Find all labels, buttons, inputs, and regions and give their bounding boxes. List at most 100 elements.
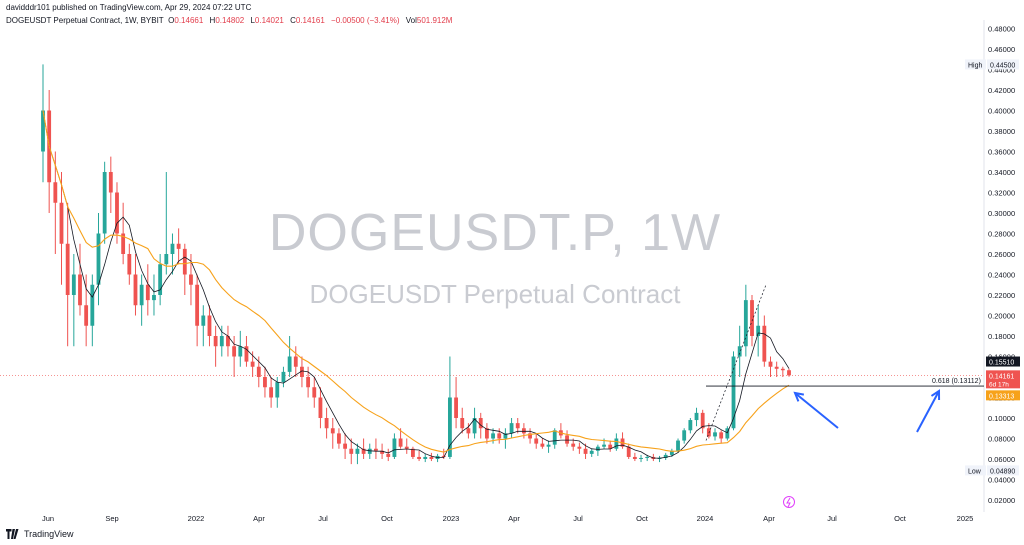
candle-body[interactable] <box>189 274 193 285</box>
candle-body[interactable] <box>669 450 674 455</box>
candle-body[interactable] <box>768 361 773 367</box>
candle-body[interactable] <box>404 446 409 449</box>
candle-body[interactable] <box>632 456 637 459</box>
candle-body[interactable] <box>226 336 230 347</box>
candle-body[interactable] <box>102 172 107 234</box>
candle-body[interactable] <box>787 370 791 376</box>
candle-body[interactable] <box>256 366 261 377</box>
candle-body[interactable] <box>411 448 415 457</box>
candle-body[interactable] <box>639 457 643 459</box>
candle-body[interactable] <box>170 243 175 254</box>
candle-body[interactable] <box>139 284 144 306</box>
candle-body[interactable] <box>269 387 274 398</box>
candle-body[interactable] <box>626 446 631 457</box>
candle-body[interactable] <box>108 172 113 193</box>
candle-body[interactable] <box>780 368 785 371</box>
candle-body[interactable] <box>65 243 70 295</box>
candle-body[interactable] <box>71 274 76 296</box>
candle-body[interactable] <box>645 456 650 458</box>
candle-body[interactable] <box>318 397 323 419</box>
candle-body[interactable] <box>583 448 588 454</box>
candle-body[interactable] <box>59 202 64 244</box>
candle-body[interactable] <box>540 443 545 447</box>
candle-body[interactable] <box>682 430 687 441</box>
candle-body[interactable] <box>152 295 156 301</box>
candle-body[interactable] <box>127 254 132 275</box>
candle-body[interactable] <box>213 336 218 347</box>
candle-body[interactable] <box>349 448 354 454</box>
candle-body[interactable] <box>392 438 397 457</box>
candle-body[interactable] <box>306 377 311 388</box>
candle-body[interactable] <box>41 110 45 152</box>
candle-body[interactable] <box>441 455 446 457</box>
candle-body[interactable] <box>115 192 119 234</box>
candle-body[interactable] <box>565 435 569 444</box>
candle-body[interactable] <box>595 446 600 451</box>
candle-body[interactable] <box>429 456 434 459</box>
candle-body[interactable] <box>608 444 613 449</box>
candle-body[interactable] <box>287 356 292 372</box>
candle-body[interactable] <box>478 418 483 429</box>
candle-body[interactable] <box>460 418 465 429</box>
candle-body[interactable] <box>503 433 508 439</box>
candle-body[interactable] <box>53 182 58 203</box>
candle-body[interactable] <box>398 438 403 447</box>
candle-body[interactable] <box>602 444 606 447</box>
candle-body[interactable] <box>454 397 458 419</box>
candle-body[interactable] <box>725 428 730 439</box>
candle-body[interactable] <box>195 284 200 326</box>
candle-body[interactable] <box>762 325 767 362</box>
candle-body[interactable] <box>145 284 150 301</box>
candle-body[interactable] <box>164 254 169 265</box>
candle-body[interactable] <box>743 300 748 347</box>
candle-body[interactable] <box>731 356 736 429</box>
candle-body[interactable] <box>250 361 255 367</box>
candle-body[interactable] <box>361 448 366 454</box>
candle-body[interactable] <box>219 336 224 347</box>
candle-body[interactable] <box>774 366 779 369</box>
candle-body[interactable] <box>509 423 514 434</box>
candle-body[interactable] <box>534 438 539 444</box>
candle-body[interactable] <box>121 233 126 255</box>
candle-body[interactable] <box>158 264 163 295</box>
candle-body[interactable] <box>521 428 526 434</box>
candle-body[interactable] <box>324 418 329 429</box>
candle-body[interactable] <box>275 382 280 398</box>
candle-body[interactable] <box>337 433 341 444</box>
candle-body[interactable] <box>281 371 286 383</box>
candle-body[interactable] <box>238 346 243 357</box>
candle-body[interactable] <box>90 284 95 326</box>
candle-body[interactable] <box>367 448 372 454</box>
candle-body[interactable] <box>343 443 348 449</box>
candle-body[interactable] <box>484 428 489 439</box>
candle-body[interactable] <box>232 346 237 357</box>
candle-body[interactable] <box>663 454 668 458</box>
candle-body[interactable] <box>96 233 101 285</box>
candle-body[interactable] <box>756 325 761 336</box>
candle-body[interactable] <box>182 248 187 275</box>
candle-body[interactable] <box>614 438 619 449</box>
candle-body[interactable] <box>374 448 378 451</box>
candle-body[interactable] <box>466 428 471 434</box>
candle-body[interactable] <box>263 377 267 388</box>
candle-body[interactable] <box>589 450 594 454</box>
candle-body[interactable] <box>577 446 582 449</box>
candle-body[interactable] <box>176 243 181 249</box>
candle-body[interactable] <box>330 428 335 434</box>
candle-body[interactable] <box>713 432 717 437</box>
candle-body[interactable] <box>528 433 532 439</box>
candle-body[interactable] <box>133 274 138 306</box>
candle-body[interactable] <box>312 387 317 398</box>
candle-body[interactable] <box>694 412 699 421</box>
candle-body[interactable] <box>380 450 385 454</box>
candle-body[interactable] <box>84 305 89 326</box>
candle-body[interactable] <box>417 456 421 459</box>
candle-body[interactable] <box>423 456 428 459</box>
candle-body[interactable] <box>700 412 705 429</box>
candle-body[interactable] <box>515 423 520 429</box>
candle-body[interactable] <box>552 430 557 445</box>
candle-body[interactable] <box>491 433 495 439</box>
candle-body[interactable] <box>719 432 724 439</box>
candle-body[interactable] <box>201 315 206 326</box>
